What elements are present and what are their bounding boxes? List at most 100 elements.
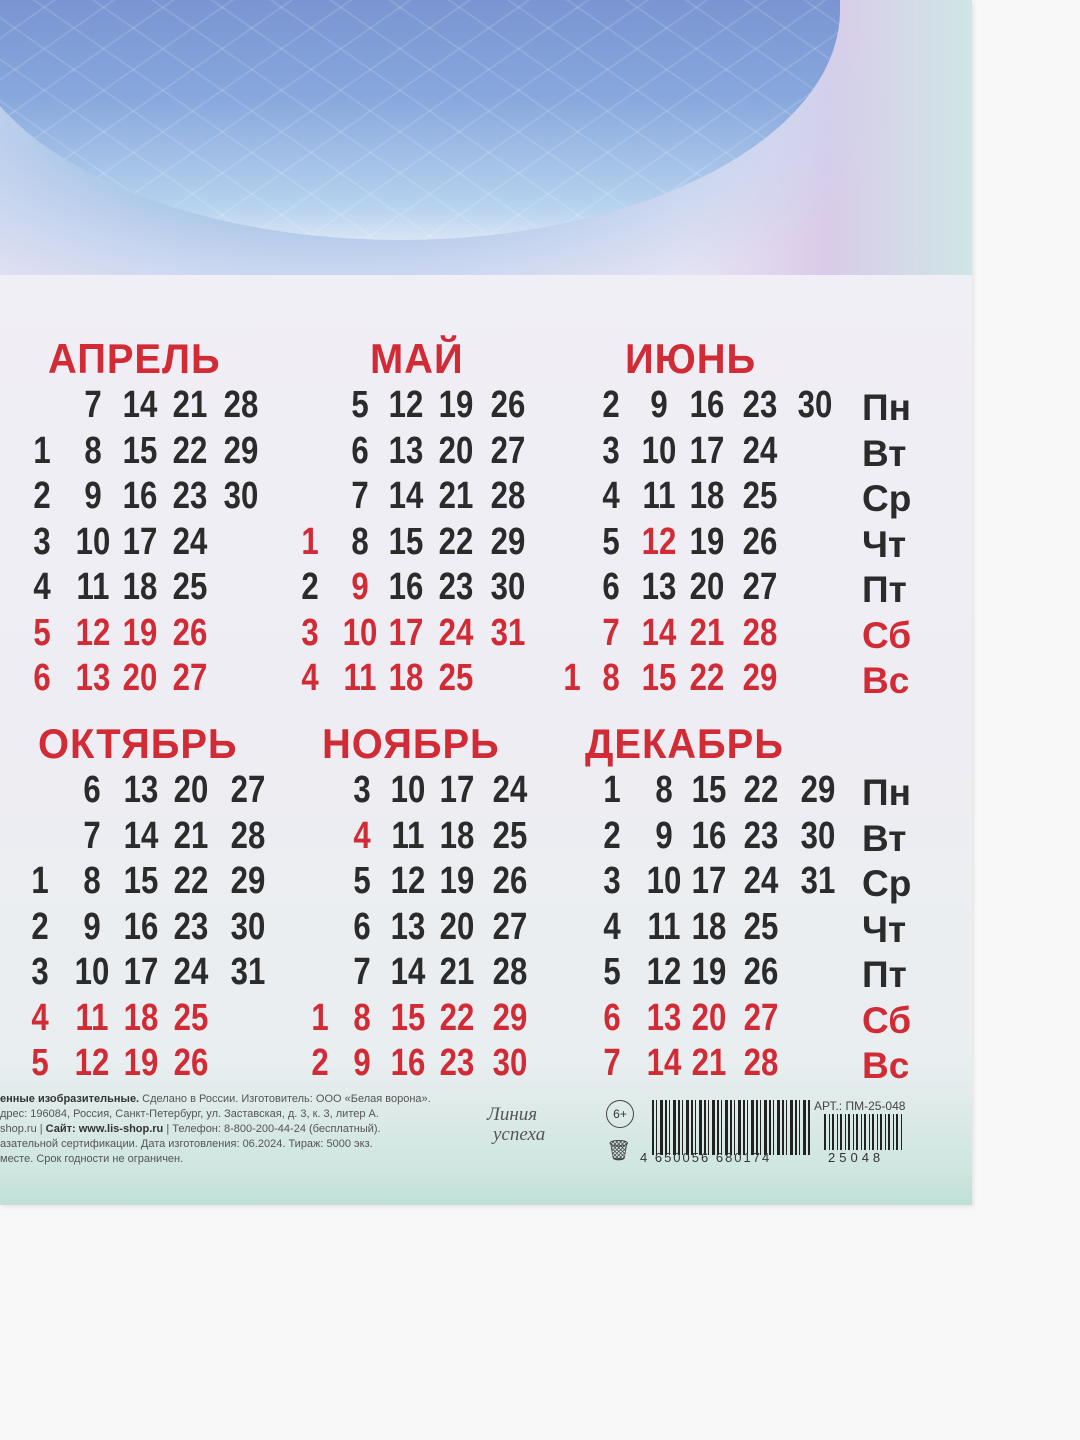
day-cell: 6: [351, 429, 369, 472]
day-cell: 17: [689, 429, 725, 472]
phone-text: | Телефон: 8-800-200-44-24 (бесплатный).: [163, 1123, 381, 1135]
day-cell: 26: [172, 611, 208, 654]
snake-photo: [0, 0, 972, 275]
day-cell: 9: [84, 475, 102, 517]
day-cell: 27: [492, 905, 528, 948]
day-cell: 2: [31, 905, 49, 948]
day-cell: 5: [33, 611, 51, 654]
day-cell: 23: [172, 475, 208, 517]
day-cell: 30: [492, 1042, 528, 1084]
day-cell: 6: [603, 996, 621, 1039]
day-cell: 24: [492, 769, 528, 811]
day-cell: 10: [342, 611, 378, 654]
weekday-label: Пт: [862, 954, 907, 995]
age-rating-badge: 6+: [606, 1100, 634, 1128]
day-cell: 4: [603, 905, 621, 948]
day-cell: 13: [123, 769, 159, 811]
day-cell: 6: [83, 769, 101, 811]
day-cell: 18: [691, 905, 727, 948]
day-cell: 13: [388, 429, 424, 472]
recycle-bin-icon: 🗑: [606, 1140, 632, 1162]
day-cell: 4: [31, 996, 49, 1039]
day-cell: 28: [743, 1042, 779, 1084]
article-barcode: [824, 1114, 902, 1150]
day-cell: 20: [691, 996, 727, 1039]
month-title: АПРЕЛЬ: [48, 335, 221, 382]
weekday-label: Ср: [862, 863, 912, 904]
day-cell: 24: [172, 520, 208, 563]
day-cell: 17: [122, 520, 158, 563]
imprint-line: shop.ru |: [0, 1123, 46, 1135]
day-cell: 26: [492, 860, 528, 902]
day-cell: 18: [122, 566, 158, 608]
day-cell: 31: [490, 611, 526, 654]
day-cell: 3: [31, 951, 49, 993]
day-cell: 12: [646, 951, 682, 993]
day-cell: 29: [230, 860, 266, 902]
day-cell: 16: [123, 905, 159, 948]
day-cell: 1: [563, 657, 581, 699]
day-cell: 17: [691, 860, 727, 902]
day-cell: 25: [742, 475, 778, 517]
day-cell: 2: [603, 814, 621, 857]
day-cell: 21: [172, 384, 208, 426]
day-cell: 29: [490, 520, 526, 563]
day-cell: 16: [691, 814, 727, 857]
day-cell: 11: [343, 657, 377, 699]
day-cell: 10: [390, 769, 426, 811]
day-cell: 14: [390, 951, 426, 993]
month-title: ДЕКАБРЬ: [585, 720, 784, 767]
day-cell: 7: [351, 475, 369, 517]
day-cell: 15: [122, 429, 158, 472]
day-cell: 29: [492, 996, 528, 1039]
day-cell: 13: [75, 657, 111, 699]
day-cell: 18: [123, 996, 159, 1039]
day-cell: 25: [173, 996, 209, 1039]
day-cell: 4: [33, 566, 51, 608]
day-cell: 10: [646, 860, 682, 902]
day-cell: 28: [742, 611, 778, 654]
month-title: ОКТЯБРЬ: [38, 720, 238, 767]
day-cell: 8: [655, 769, 673, 811]
day-cell: 8: [351, 520, 369, 563]
day-cell: 15: [388, 520, 424, 563]
day-cell: 6: [353, 905, 371, 948]
day-cell: 27: [743, 996, 779, 1039]
day-cell: 30: [490, 566, 526, 608]
day-cell: 18: [439, 814, 475, 857]
day-cell: 24: [743, 860, 779, 902]
day-cell: 15: [641, 657, 677, 699]
day-cell: 29: [742, 657, 778, 699]
month-title: МАЙ: [370, 335, 464, 382]
imprint-line: месте. Срок годности не ограничен.: [0, 1153, 184, 1165]
day-cell: 23: [439, 1042, 475, 1084]
day-cell: 7: [83, 814, 101, 857]
day-cell: 30: [800, 814, 836, 857]
day-cell: 2: [301, 566, 319, 608]
day-cell: 30: [797, 384, 833, 426]
day-cell: 13: [390, 905, 426, 948]
day-cell: 21: [439, 951, 475, 993]
day-cell: 10: [75, 520, 111, 563]
day-cell: 14: [641, 611, 677, 654]
day-cell: 6: [602, 566, 620, 608]
day-cell: 14: [123, 814, 159, 857]
day-cell: 22: [689, 657, 725, 699]
day-cell: 20: [438, 429, 474, 472]
day-cell: 27: [230, 769, 266, 811]
day-cell: 1: [301, 520, 319, 563]
day-cell: 22: [743, 769, 779, 811]
day-cell: 3: [603, 860, 621, 902]
day-cell: 25: [172, 566, 208, 608]
day-cell: 25: [743, 905, 779, 948]
month-title: ИЮНЬ: [625, 335, 757, 382]
day-cell: 10: [74, 951, 110, 993]
day-cell: 24: [742, 429, 778, 472]
day-cell: 4: [353, 814, 371, 857]
weekday-label: Чт: [862, 523, 907, 565]
day-cell: 14: [646, 1042, 682, 1084]
day-cell: 5: [351, 384, 369, 426]
day-cell: 3: [353, 769, 371, 811]
day-cell: 28: [223, 384, 259, 426]
day-cell: 19: [691, 951, 727, 993]
